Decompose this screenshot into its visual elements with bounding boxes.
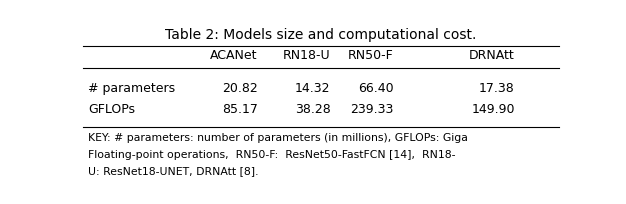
Text: # parameters: # parameters (88, 82, 175, 95)
Text: 38.28: 38.28 (295, 103, 331, 116)
Text: 20.82: 20.82 (222, 82, 258, 95)
Text: Table 2: Models size and computational cost.: Table 2: Models size and computational c… (165, 28, 476, 42)
Text: 149.90: 149.90 (471, 103, 515, 116)
Text: RN50-F: RN50-F (348, 49, 394, 62)
Text: DRNAtt: DRNAtt (469, 49, 515, 62)
Text: KEY: # parameters: number of parameters (in millions), GFLOPs: Giga: KEY: # parameters: number of parameters … (88, 133, 468, 143)
Text: 239.33: 239.33 (350, 103, 394, 116)
Text: 14.32: 14.32 (295, 82, 331, 95)
Text: GFLOPs: GFLOPs (88, 103, 135, 116)
Text: 66.40: 66.40 (358, 82, 394, 95)
Text: ACANet: ACANet (210, 49, 258, 62)
Text: RN18-U: RN18-U (283, 49, 331, 62)
Text: U: ResNet18-UNET, DRNAtt [8].: U: ResNet18-UNET, DRNAtt [8]. (88, 166, 259, 176)
Text: 17.38: 17.38 (479, 82, 515, 95)
Text: 85.17: 85.17 (222, 103, 258, 116)
Text: Floating-point operations,  RN50-F:  ResNet50-FastFCN [14],  RN18-: Floating-point operations, RN50-F: ResNe… (88, 150, 456, 160)
